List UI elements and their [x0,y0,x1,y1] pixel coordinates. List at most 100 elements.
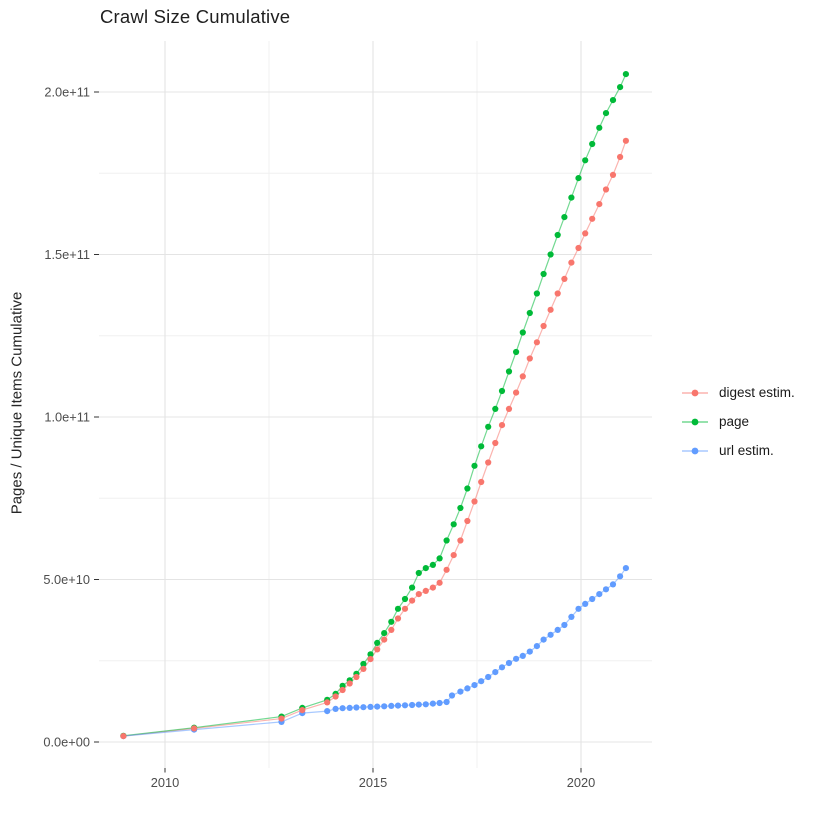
data-point [443,698,450,706]
data-point [513,348,520,356]
legend-label: url estim. [719,443,774,458]
data-point [401,595,409,603]
data-point [381,703,388,710]
data-point [485,423,492,430]
data-point [429,700,436,707]
data-point [485,673,492,681]
data-point [457,504,464,512]
data-point [457,537,464,544]
data-point [409,701,416,709]
data-point [554,626,561,634]
y-tick-label: 2.0e+11 [44,84,90,99]
data-point [602,186,610,193]
data-point [596,124,603,131]
data-point [422,701,429,708]
major-gridlines [99,41,652,768]
data-point [394,702,402,709]
legend-item-digest-estim: digest estim. [680,378,795,407]
minor-gridlines [99,41,652,768]
legend-key-icon [682,418,708,425]
data-point [353,704,360,711]
data-point [547,251,554,258]
chart-title: Crawl Size Cumulative [100,6,291,27]
data-point [622,137,630,144]
data-point [120,733,127,740]
data-point [388,618,395,625]
data-point [622,565,630,572]
axis-ticks [94,91,582,773]
legend-item-url-estim: url estim. [680,436,795,465]
data-point [498,387,506,395]
data-point [332,693,339,700]
legend-key-icon [682,389,708,396]
data-point [582,600,589,608]
data-point [526,355,533,362]
data-point [381,636,388,643]
data-point [471,498,478,505]
data-point [191,725,198,732]
data-point [617,153,624,161]
data-point [471,462,478,469]
data-point [617,573,624,580]
data-point [443,537,450,544]
data-point [568,194,575,201]
data-point [596,591,603,598]
x-tick-label: 2010 [151,775,179,790]
data-point [394,615,402,622]
data-point [422,587,429,595]
data-point [374,639,381,647]
data-point [513,655,520,662]
data-point [485,459,492,466]
data-point [533,643,541,650]
data-point [478,478,485,486]
data-point [450,552,457,559]
x-tick-label: 2015 [359,775,387,790]
data-point [492,669,499,676]
data-point [561,275,568,282]
data-point [429,584,436,591]
data-point [339,686,346,694]
data-point [602,110,610,117]
data-point [367,651,374,658]
data-point [409,584,416,591]
data-point [324,699,331,706]
data-point [582,157,589,164]
data-point [464,685,471,692]
data-point [367,703,374,711]
y-tick-label: 1.5e+11 [44,247,90,262]
data-point [324,708,331,715]
data-point [589,140,596,148]
data-point [394,605,402,612]
data-point [561,621,568,629]
data-point [436,555,443,562]
data-point [278,715,285,722]
data-point [589,595,596,603]
data-point [360,704,367,711]
data-point [561,214,568,221]
data-point [401,605,409,612]
data-point [415,701,422,708]
legend-key-icon [682,447,708,454]
data-point [374,703,381,710]
data-point [353,673,360,681]
x-tick-labels: 2010 2015 2020 [151,775,595,790]
data-point [568,613,575,621]
data-point [367,656,374,663]
data-point [526,309,533,317]
data-point [436,579,443,586]
data-point [505,659,513,667]
data-point [533,290,541,297]
data-point [582,230,589,237]
data-point [360,660,367,668]
legend-item-page: page [680,407,795,436]
data-point [374,646,381,653]
data-point [540,636,547,643]
data-point [464,485,471,492]
data-point [457,688,464,695]
data-point [332,705,339,713]
series-points-digest-estim- [120,137,630,740]
data-point [346,680,353,687]
data-point [596,201,603,208]
data-point [346,704,353,712]
